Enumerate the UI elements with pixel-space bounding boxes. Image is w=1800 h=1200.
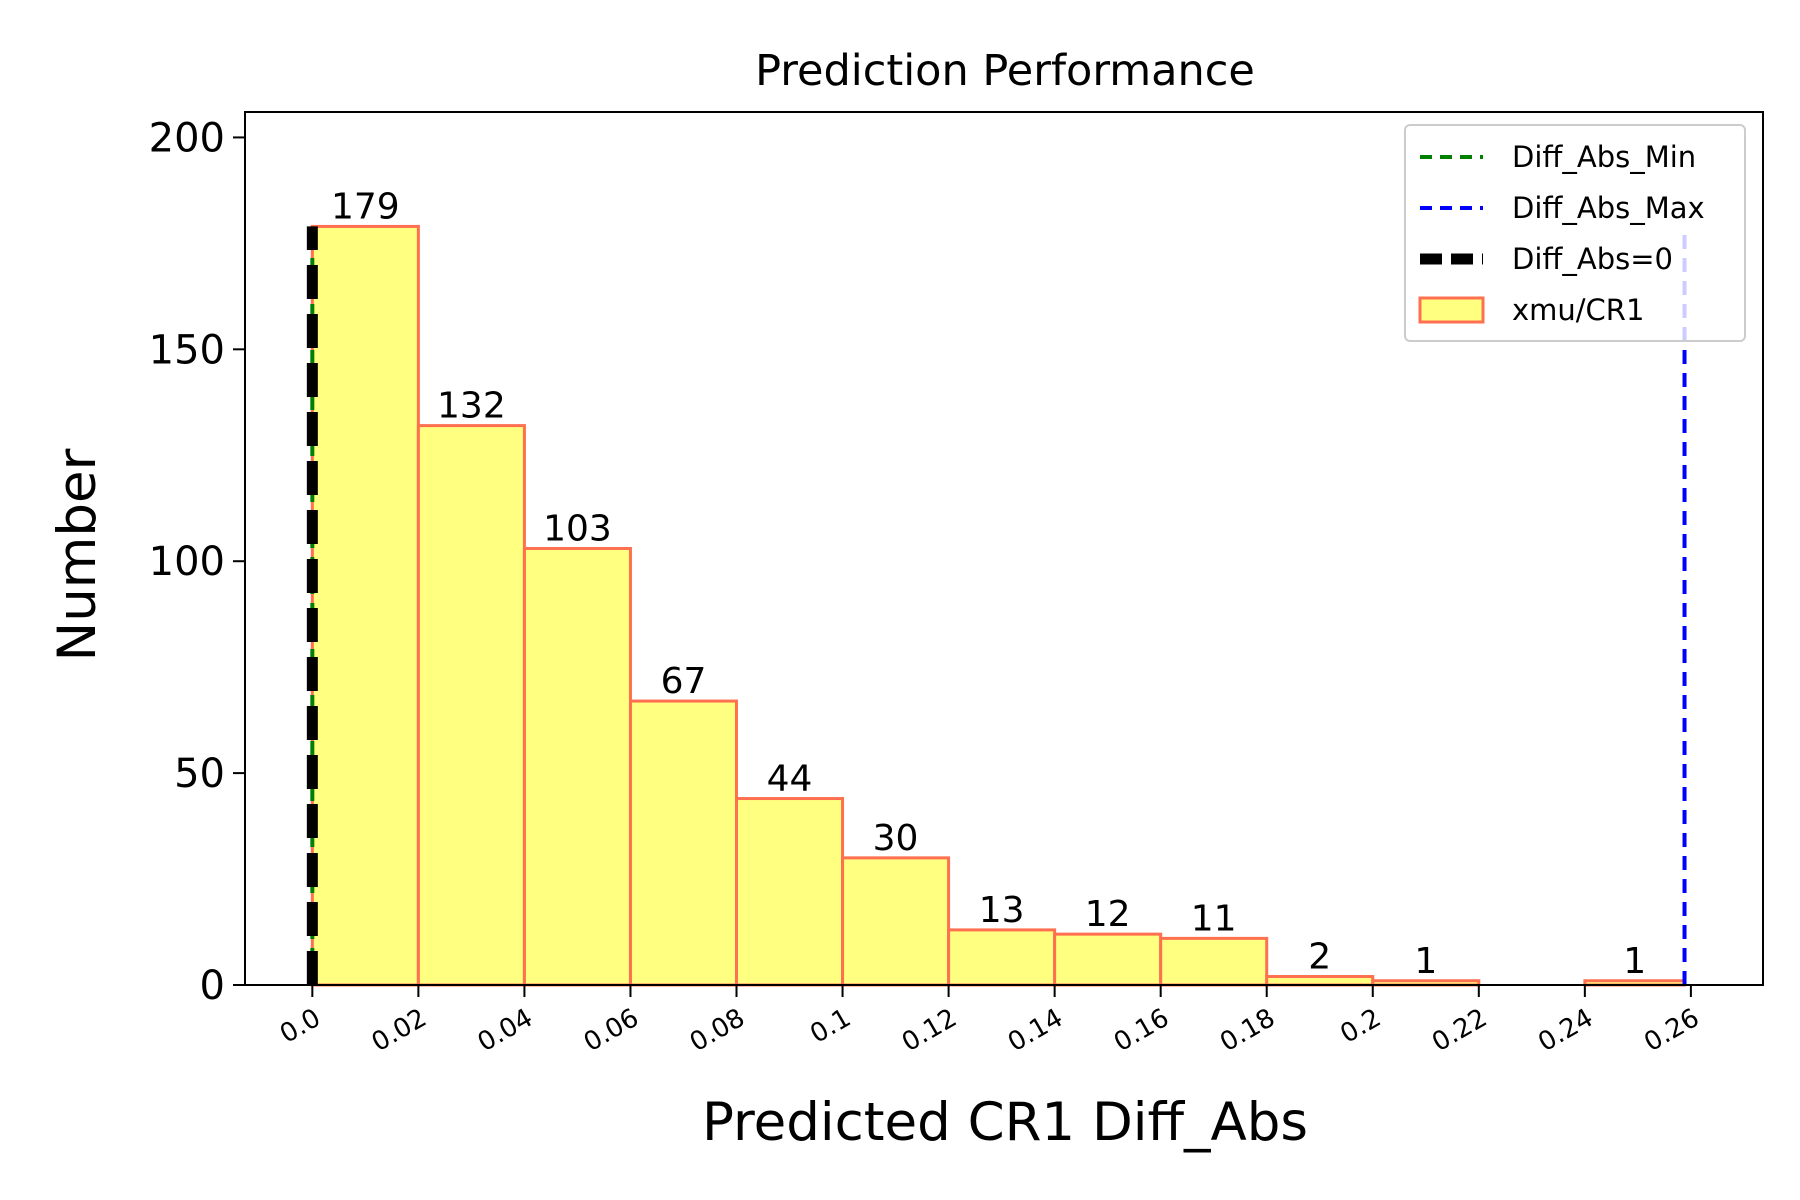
plot-frame (244, 111, 1764, 986)
histogram-bar (1053, 932, 1163, 987)
legend-label: Diff_Abs=0 (1512, 242, 1673, 276)
histogram-bar (735, 797, 845, 987)
y-tick-label: 0 (200, 963, 225, 1009)
bar-value-label: 12 (1085, 894, 1131, 935)
bar-value-label: 44 (767, 759, 813, 800)
bar-value-label: 103 (543, 509, 612, 550)
bar-value-label: 179 (331, 186, 400, 227)
legend-bar-swatch (1418, 296, 1485, 324)
bar-value-label: 13 (979, 890, 1025, 931)
bar-value-label: 1 (1623, 941, 1646, 982)
x-tick-label: 0.08 (685, 1003, 750, 1058)
x-tick-label: 0.2 (1335, 1003, 1386, 1050)
x-tick-label: 0.0 (275, 1003, 326, 1050)
x-tick-label: 0.24 (1533, 1003, 1598, 1058)
chart-title: Prediction Performance (755, 46, 1255, 96)
histogram-bar (1265, 975, 1375, 987)
y-tick-label: 100 (149, 539, 225, 585)
x-tick-label: 0.22 (1427, 1003, 1492, 1058)
reference-lines (306, 226, 1687, 985)
bar-value-label: 30 (873, 818, 919, 859)
histogram-bar (947, 928, 1057, 987)
histogram-bar (628, 699, 739, 987)
x-tick-label: 0.02 (367, 1003, 432, 1058)
y-tick-label: 50 (174, 751, 225, 797)
histogram-bar (416, 424, 526, 987)
bar-value-label: 67 (661, 661, 707, 702)
legend-box (1404, 124, 1746, 342)
y-axis-label: Number (47, 448, 108, 661)
histogram-bar (1159, 936, 1269, 987)
x-tick-label: 0.16 (1109, 1003, 1174, 1058)
x-tick-label: 0.04 (473, 1003, 538, 1058)
bars-layer (310, 224, 1687, 987)
histogram-bar (522, 547, 632, 987)
histogram-bar (841, 856, 951, 987)
legend-label: Diff_Abs_Min (1512, 140, 1696, 174)
bar-value-label: 11 (1191, 898, 1237, 939)
legend: Diff_Abs_Min Diff_Abs_Max Diff_Abs=0 xmu/CR… (1404, 124, 1746, 342)
bar-value-label: 132 (437, 386, 506, 427)
x-tick-label: 0.14 (1003, 1003, 1068, 1058)
x-axis-label: Predicted CR1 Diff_Abs (702, 1092, 1308, 1153)
y-tick-label: 150 (149, 327, 225, 373)
x-tick-label: 0.1 (805, 1003, 856, 1050)
y-tick-label: 200 (149, 115, 225, 161)
x-tick-label: 0.26 (1639, 1003, 1704, 1058)
legend-label: Diff_Abs_Max (1512, 191, 1705, 225)
x-tick-label: 0.18 (1215, 1003, 1280, 1058)
histogram-bar (310, 224, 420, 987)
x-tick-label: 0.12 (897, 1003, 962, 1058)
bar-value-label: 1 (1414, 941, 1437, 982)
bar-value-label: 2 (1308, 937, 1331, 978)
legend-label: xmu/CR1 (1512, 293, 1644, 327)
x-tick-label: 0.06 (579, 1003, 644, 1058)
